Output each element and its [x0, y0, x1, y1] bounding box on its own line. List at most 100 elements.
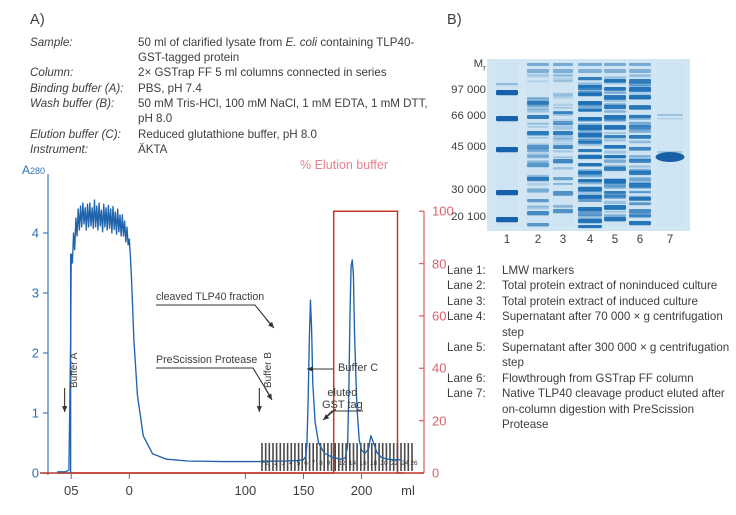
gel-band — [527, 63, 549, 66]
gel-band — [496, 190, 518, 196]
gel-band — [553, 94, 573, 97]
gel-lane — [526, 62, 550, 226]
gel-band — [657, 151, 683, 153]
lane-legend-description: Total protein extract of induced culture — [502, 294, 698, 308]
gel-band — [527, 205, 549, 210]
left-axis-tick-label: 1 — [31, 405, 39, 421]
sds-page-gel-image — [487, 59, 690, 231]
gel-band — [629, 93, 651, 96]
gel-band — [604, 214, 626, 218]
right-axis-tick-label: 40 — [432, 360, 447, 376]
gel-band — [553, 182, 573, 186]
gel-band — [527, 163, 549, 167]
gel-band — [553, 77, 573, 81]
gel-band — [553, 131, 573, 136]
gel-band — [578, 187, 602, 192]
gel-band — [604, 193, 626, 197]
gel-band — [578, 117, 602, 121]
gel-band — [629, 191, 651, 193]
gel-band — [629, 155, 651, 158]
gel-band — [629, 135, 651, 139]
gel-band — [553, 138, 573, 140]
gel-band — [527, 105, 549, 110]
left-axis-tick-label: 2 — [31, 345, 39, 361]
gel-band — [629, 190, 651, 194]
panel-a-parameters: Sample: 50 ml of clarified lysate from E.… — [30, 36, 430, 159]
gel-band — [527, 211, 549, 216]
gel-lane — [552, 62, 574, 226]
x-axis-tick-label: 200 — [350, 483, 373, 498]
lane-legend-description: Supernatant after 300 000 × g centrifuga… — [502, 341, 730, 370]
gel-band — [527, 143, 549, 146]
gel-band — [629, 195, 651, 198]
gel-band — [578, 85, 602, 88]
lane-legend-key: Lane 5: — [447, 341, 486, 355]
gel-band — [578, 109, 602, 112]
cleaved-tlp40-label: cleaved TLP40 fraction — [156, 291, 265, 303]
gel-band — [629, 212, 651, 217]
lane-legend-row: Lane 3: Total protein extract of induced … — [447, 294, 732, 309]
fraction-label: 16 — [359, 460, 367, 467]
gel-band — [629, 165, 651, 168]
gel-band — [527, 73, 549, 78]
gel-band — [604, 139, 626, 142]
fraction-label: 4 — [289, 460, 293, 467]
lane-legend-key: Lane 1: — [447, 264, 486, 277]
lane-legend-row: Lane 2: Total protein extract of noninduc… — [447, 278, 732, 293]
x-axis-tick-label: 0 — [125, 483, 133, 498]
parameter-value: 50 ml of clarified lysate from E. coli c… — [138, 36, 415, 64]
gel-band — [629, 147, 651, 151]
gel-band — [629, 201, 651, 205]
fraction-label: 6 — [304, 460, 308, 467]
x-axis-tick-label: 05 — [63, 483, 79, 498]
gel-band — [553, 73, 573, 77]
gel-lane-number: 1 — [503, 233, 511, 246]
gel-band — [553, 93, 573, 97]
parameter-value: ÄKTA — [138, 143, 168, 157]
gel-band — [578, 207, 602, 212]
gel-band — [553, 96, 573, 99]
gel-band — [578, 82, 602, 86]
gel-band — [496, 83, 518, 86]
mr-marker-label: 45 000 — [451, 141, 486, 153]
gel-lane — [657, 62, 683, 226]
mr-marker-label: 20 100 — [451, 211, 486, 223]
gel-band — [604, 79, 626, 83]
fraction-label: 14 — [348, 460, 357, 467]
gel-band — [604, 150, 626, 154]
gel-band — [604, 191, 626, 194]
gel-band — [629, 69, 651, 73]
fraction-label: 7 — [311, 460, 316, 467]
gel-band — [496, 116, 518, 122]
gel-band — [629, 95, 651, 100]
gel-band — [655, 152, 685, 162]
lane-legend-key: Lane 7: — [447, 387, 486, 401]
gel-band — [553, 167, 573, 170]
gel-band — [553, 159, 573, 164]
gel-band — [527, 126, 549, 128]
gel-band — [553, 107, 573, 109]
gel-band — [629, 63, 651, 66]
gel-band — [553, 126, 573, 130]
gel-band — [553, 204, 573, 209]
gel-band — [527, 153, 549, 157]
right-axis-tick-label: 20 — [432, 413, 447, 429]
gel-band — [527, 149, 549, 152]
parameter-value: 50 mM Tris-HCl, 100 mM NaCl, 1 mM EDTA, … — [138, 97, 428, 125]
gel-lane-number: 3 — [559, 233, 567, 246]
gel-band — [604, 63, 626, 66]
gel-band — [527, 188, 549, 192]
gel-band — [496, 147, 518, 153]
gel-band — [527, 97, 549, 99]
gel-band — [553, 209, 573, 214]
parameter-row: Sample: 50 ml of clarified lysate from E.… — [30, 36, 430, 65]
right-axis-tick-label: 100 — [432, 203, 454, 219]
gel-band — [578, 212, 602, 217]
gel-band — [657, 118, 683, 120]
lane-legend-description: LMW markers — [502, 264, 575, 277]
gel-band — [527, 182, 549, 186]
gel-band — [527, 69, 549, 73]
gel-band — [629, 74, 651, 78]
gel-band — [578, 219, 602, 224]
parameter-value: Reduced glutathione buffer, pH 8.0 — [138, 127, 317, 141]
